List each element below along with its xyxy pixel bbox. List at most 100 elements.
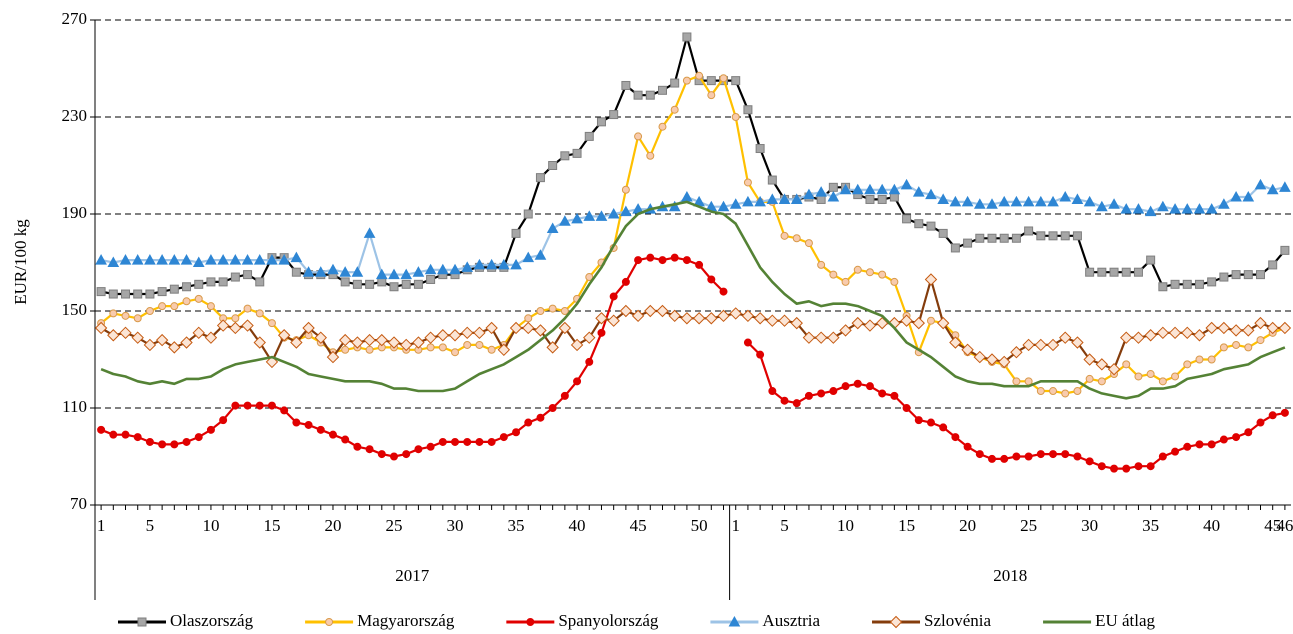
x-tick-label: 20	[959, 516, 976, 535]
marker	[804, 239, 813, 248]
marker	[156, 254, 168, 265]
marker	[573, 377, 582, 386]
marker	[1157, 200, 1169, 212]
marker	[475, 437, 484, 446]
marker	[841, 382, 850, 391]
marker	[524, 418, 533, 427]
x-tick-label: 30	[1081, 516, 1098, 535]
marker	[658, 122, 667, 131]
marker	[1158, 377, 1167, 386]
marker	[682, 76, 691, 85]
marker	[1243, 270, 1253, 280]
marker	[753, 312, 767, 325]
marker	[914, 219, 924, 229]
x-tick-label: 25	[1020, 516, 1037, 535]
marker	[182, 297, 191, 306]
marker	[219, 416, 228, 425]
marker	[876, 183, 889, 195]
marker	[461, 261, 474, 272]
marker	[1254, 316, 1267, 330]
marker	[180, 254, 193, 265]
marker	[668, 309, 681, 323]
marker	[339, 266, 352, 277]
marker	[1195, 440, 1204, 449]
marker	[1022, 195, 1035, 207]
marker	[1132, 203, 1145, 214]
marker	[1120, 203, 1133, 214]
marker	[325, 618, 334, 626]
marker	[756, 350, 765, 359]
marker	[402, 450, 411, 459]
marker	[1071, 336, 1084, 349]
marker	[1122, 360, 1131, 369]
marker	[1083, 353, 1096, 366]
x-tick-label: 10	[202, 516, 219, 535]
series-line	[100, 256, 1286, 470]
marker	[890, 391, 899, 400]
marker	[180, 336, 193, 349]
marker	[742, 195, 754, 207]
marker	[192, 256, 205, 267]
marker	[1244, 428, 1253, 437]
marker	[1132, 331, 1145, 344]
marker	[1122, 464, 1131, 473]
marker	[546, 341, 559, 354]
marker	[526, 618, 535, 626]
marker	[278, 254, 291, 265]
marker	[1034, 195, 1047, 207]
marker	[95, 254, 107, 265]
marker	[387, 336, 401, 349]
legend-item: Szlovénia	[872, 611, 992, 630]
marker	[585, 273, 594, 282]
marker	[853, 379, 862, 388]
x-tick-label: 5	[780, 516, 789, 535]
marker	[1205, 321, 1218, 335]
marker	[766, 314, 779, 327]
marker	[375, 333, 389, 347]
marker	[510, 258, 522, 270]
series-line	[100, 183, 1286, 276]
marker	[375, 268, 388, 280]
marker	[729, 307, 742, 320]
marker	[412, 266, 425, 277]
marker	[717, 200, 730, 212]
marker	[926, 418, 935, 427]
marker	[766, 193, 779, 204]
marker	[1049, 387, 1058, 396]
marker	[1266, 183, 1279, 195]
marker	[1049, 450, 1058, 459]
marker	[157, 287, 167, 297]
marker	[707, 275, 716, 284]
marker	[973, 350, 987, 364]
y-tick-label: 110	[62, 397, 87, 416]
marker	[255, 277, 265, 287]
marker	[1085, 457, 1094, 466]
marker	[961, 195, 974, 207]
legend-label: Spanyolország	[558, 611, 659, 630]
marker	[865, 268, 874, 277]
marker	[743, 105, 753, 115]
marker	[1256, 336, 1265, 345]
marker	[94, 321, 108, 335]
marker	[1183, 360, 1192, 369]
marker	[780, 396, 789, 405]
marker	[695, 71, 704, 80]
marker	[499, 433, 508, 442]
marker	[109, 430, 118, 439]
marker	[778, 314, 791, 327]
marker	[145, 307, 154, 315]
legend-label: Magyarország	[357, 611, 455, 630]
marker	[1073, 452, 1082, 461]
series-line	[100, 200, 1286, 400]
marker	[790, 316, 803, 330]
marker	[206, 277, 216, 287]
marker	[463, 437, 472, 446]
marker	[388, 268, 400, 280]
marker	[926, 316, 935, 325]
marker	[1168, 326, 1182, 340]
marker	[461, 326, 474, 340]
marker	[1195, 355, 1204, 364]
marker	[204, 331, 218, 344]
marker	[914, 416, 923, 425]
